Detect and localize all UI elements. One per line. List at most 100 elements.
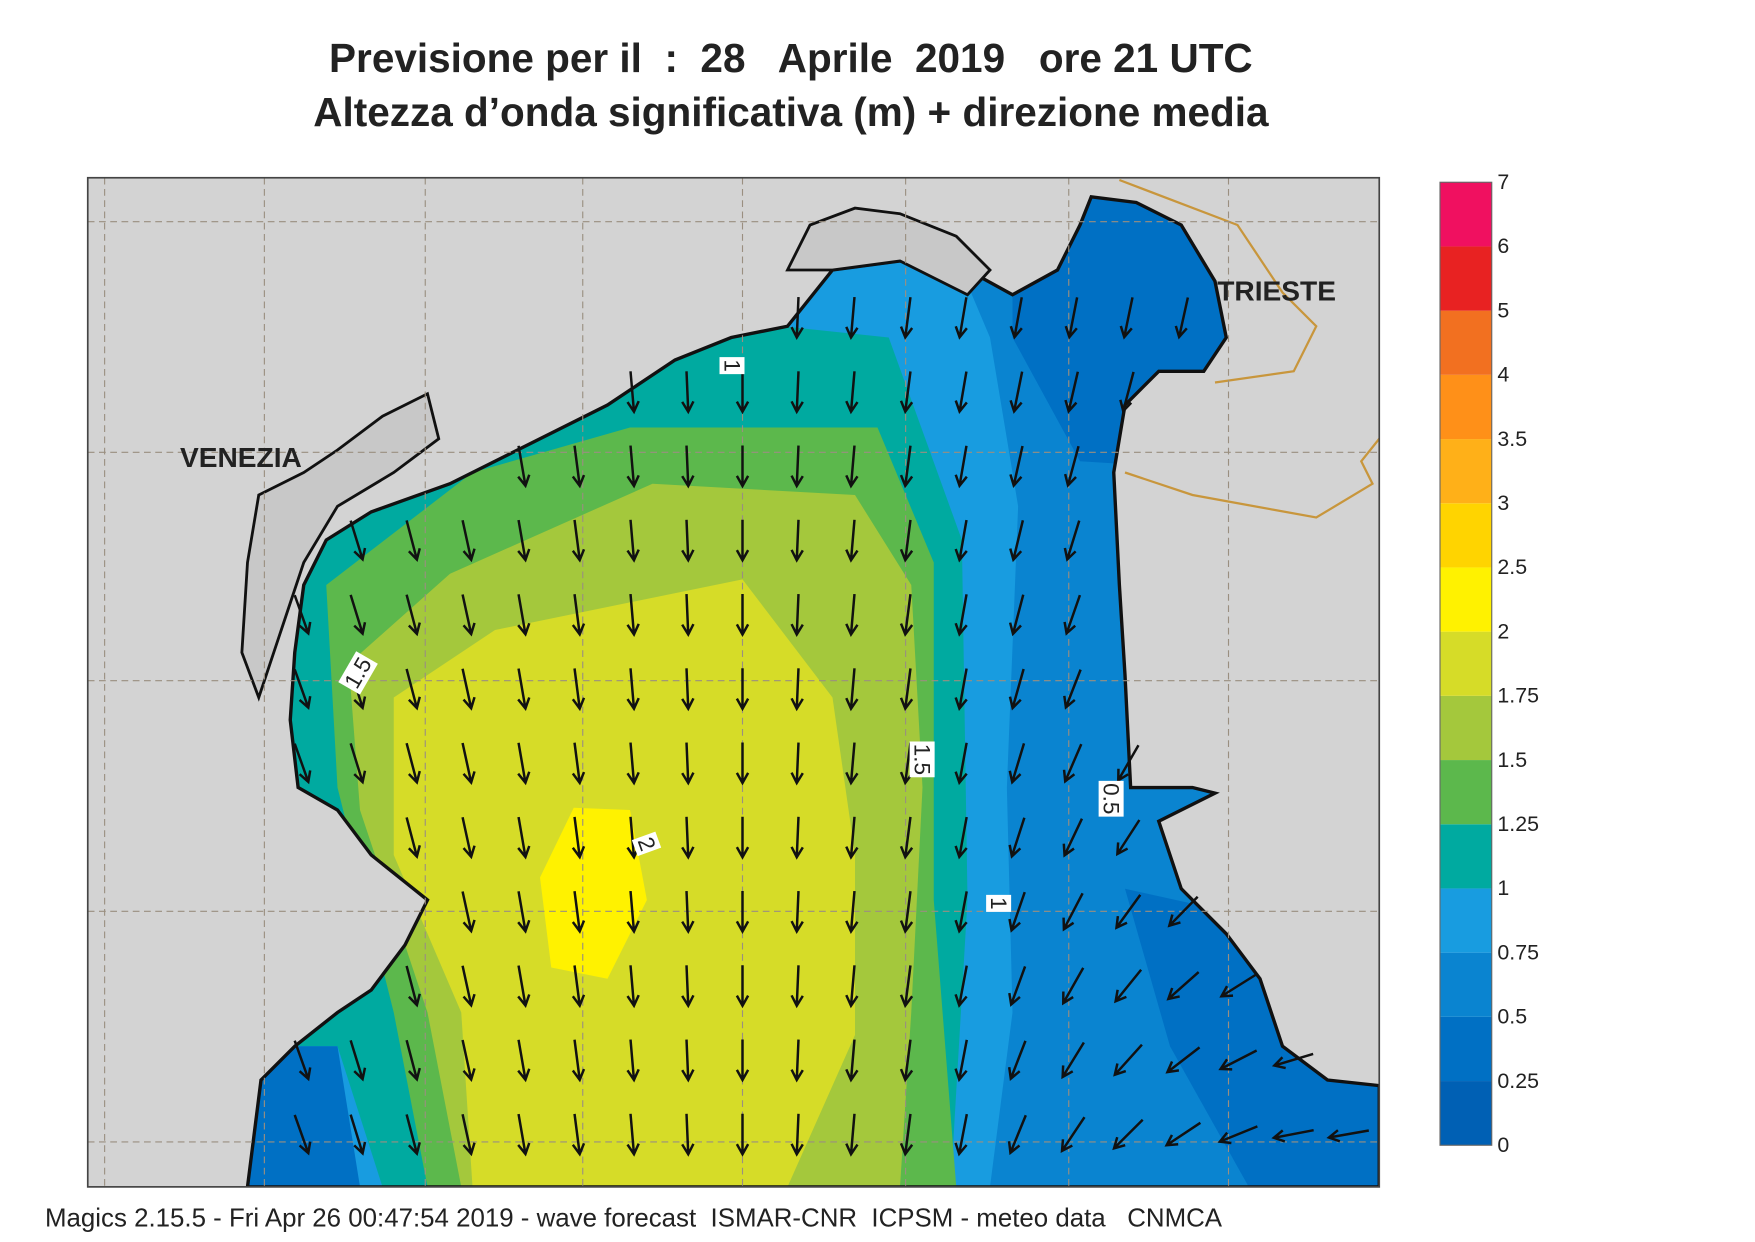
direction-arrow <box>1167 895 1199 928</box>
colorbar-label: 5 <box>1497 298 1509 322</box>
direction-arrow <box>571 594 586 637</box>
direction-arrow <box>1114 894 1142 930</box>
direction-arrow <box>1008 891 1026 933</box>
direction-arrow <box>1114 968 1143 1004</box>
map: VENEZIA TRIESTE 11.51.50.521 <box>87 177 1380 1187</box>
direction-arrow <box>1008 668 1025 711</box>
direction-arrow <box>899 371 914 415</box>
direction-arrow <box>954 297 968 340</box>
colorbar-band <box>1440 246 1492 311</box>
direction-arrow <box>1326 1129 1370 1143</box>
direction-arrow <box>845 445 859 489</box>
direction-arrow <box>1119 297 1134 340</box>
direction-arrow <box>405 817 421 860</box>
direction-arrow <box>899 965 914 1009</box>
direction-arrow <box>1064 297 1079 340</box>
direction-arrow <box>1061 1041 1085 1080</box>
direction-arrow <box>517 668 531 711</box>
direction-arrow <box>571 816 586 860</box>
direction-arrow <box>571 1039 586 1083</box>
direction-arrow <box>899 816 914 860</box>
contour-label-bg <box>909 741 935 778</box>
direction-arrow <box>681 519 695 563</box>
direction-arrow <box>405 742 421 785</box>
direction-arrow <box>1113 1043 1143 1077</box>
contour-label-bg <box>719 357 745 375</box>
colorbar-label: 4 <box>1497 363 1509 387</box>
direction-arrow <box>845 1039 859 1083</box>
direction-arrow <box>735 1113 750 1157</box>
direction-arrow <box>1009 371 1024 414</box>
direction-arrow <box>845 519 859 563</box>
colorbar-band <box>1440 439 1492 504</box>
direction-arrow <box>1217 1125 1258 1145</box>
direction-arrow <box>349 743 367 785</box>
direction-arrow <box>845 296 859 340</box>
direction-arrow <box>681 668 695 712</box>
direction-arrow <box>626 1039 640 1083</box>
contour-label-text: 1 <box>986 897 1011 910</box>
direction-arrow <box>845 593 859 637</box>
contour-label: 1.5 <box>909 741 935 778</box>
colorbar-band <box>1440 182 1492 247</box>
lagoon <box>240 391 441 702</box>
direction-arrow <box>790 1039 804 1083</box>
direction-arrow <box>517 519 531 563</box>
colorbar-band <box>1440 888 1492 953</box>
contour-label-text: 0.5 <box>1099 783 1124 814</box>
direction-arrow <box>845 1113 859 1157</box>
direction-arrow <box>1165 1046 1201 1074</box>
colorbar-label: 0.5 <box>1497 1005 1527 1029</box>
colorbar-label: 6 <box>1497 234 1509 258</box>
title: Previsione per il : 28 Aprile 2019 ore 2… <box>329 35 1253 81</box>
colorbar-band <box>1440 1016 1492 1082</box>
direction-arrow <box>405 1114 421 1157</box>
colorbar-band <box>1440 695 1492 761</box>
direction-arrow <box>1062 967 1085 1006</box>
direction-arrow <box>1008 966 1027 1007</box>
contour-label: 1 <box>986 894 1011 912</box>
direction-arrow <box>1007 1114 1027 1156</box>
direction-arrow <box>461 668 476 711</box>
contour-label-text: 1 <box>720 359 745 372</box>
contour-label-bg <box>338 651 378 695</box>
direction-arrow <box>626 371 640 415</box>
direction-arrow <box>461 1039 476 1083</box>
direction-arrow <box>1008 817 1026 859</box>
direction-arrow <box>735 594 750 638</box>
graticule <box>87 177 1380 1187</box>
direction-arrow <box>681 965 695 1009</box>
direction-arrow <box>954 965 968 1008</box>
direction-arrow <box>790 668 804 712</box>
direction-arrow <box>954 594 968 637</box>
colorbar-label: 7 <box>1497 170 1509 194</box>
colorbar-band <box>1440 952 1492 1017</box>
direction-arrow <box>735 371 750 415</box>
direction-arrow <box>461 742 476 786</box>
direction-arrow <box>517 445 531 489</box>
border <box>1118 178 1380 519</box>
direction-arrow <box>1060 1116 1086 1153</box>
direction-arrow <box>790 890 804 935</box>
direction-arrow <box>790 816 804 860</box>
direction-arrow <box>405 520 421 563</box>
arrows <box>293 296 1370 1157</box>
direction-arrow <box>626 890 640 934</box>
direction-arrow <box>681 445 695 489</box>
direction-arrow <box>461 891 476 934</box>
direction-arrow <box>517 965 531 1008</box>
colorbar-label: 2.5 <box>1497 555 1527 579</box>
contour-label: 1 <box>719 357 745 375</box>
direction-arrow <box>1063 669 1082 710</box>
map-frame <box>86 176 1381 1188</box>
direction-arrow <box>1009 445 1024 489</box>
direction-arrow <box>1062 818 1084 858</box>
colorbar-label: 1.75 <box>1497 684 1539 708</box>
direction-arrow <box>954 371 968 414</box>
direction-arrow <box>293 1040 312 1082</box>
colorbar-label: 2 <box>1497 619 1509 643</box>
direction-arrow <box>571 445 586 489</box>
direction-arrow <box>571 668 586 712</box>
direction-arrow <box>735 445 750 489</box>
direction-arrow <box>899 594 914 637</box>
